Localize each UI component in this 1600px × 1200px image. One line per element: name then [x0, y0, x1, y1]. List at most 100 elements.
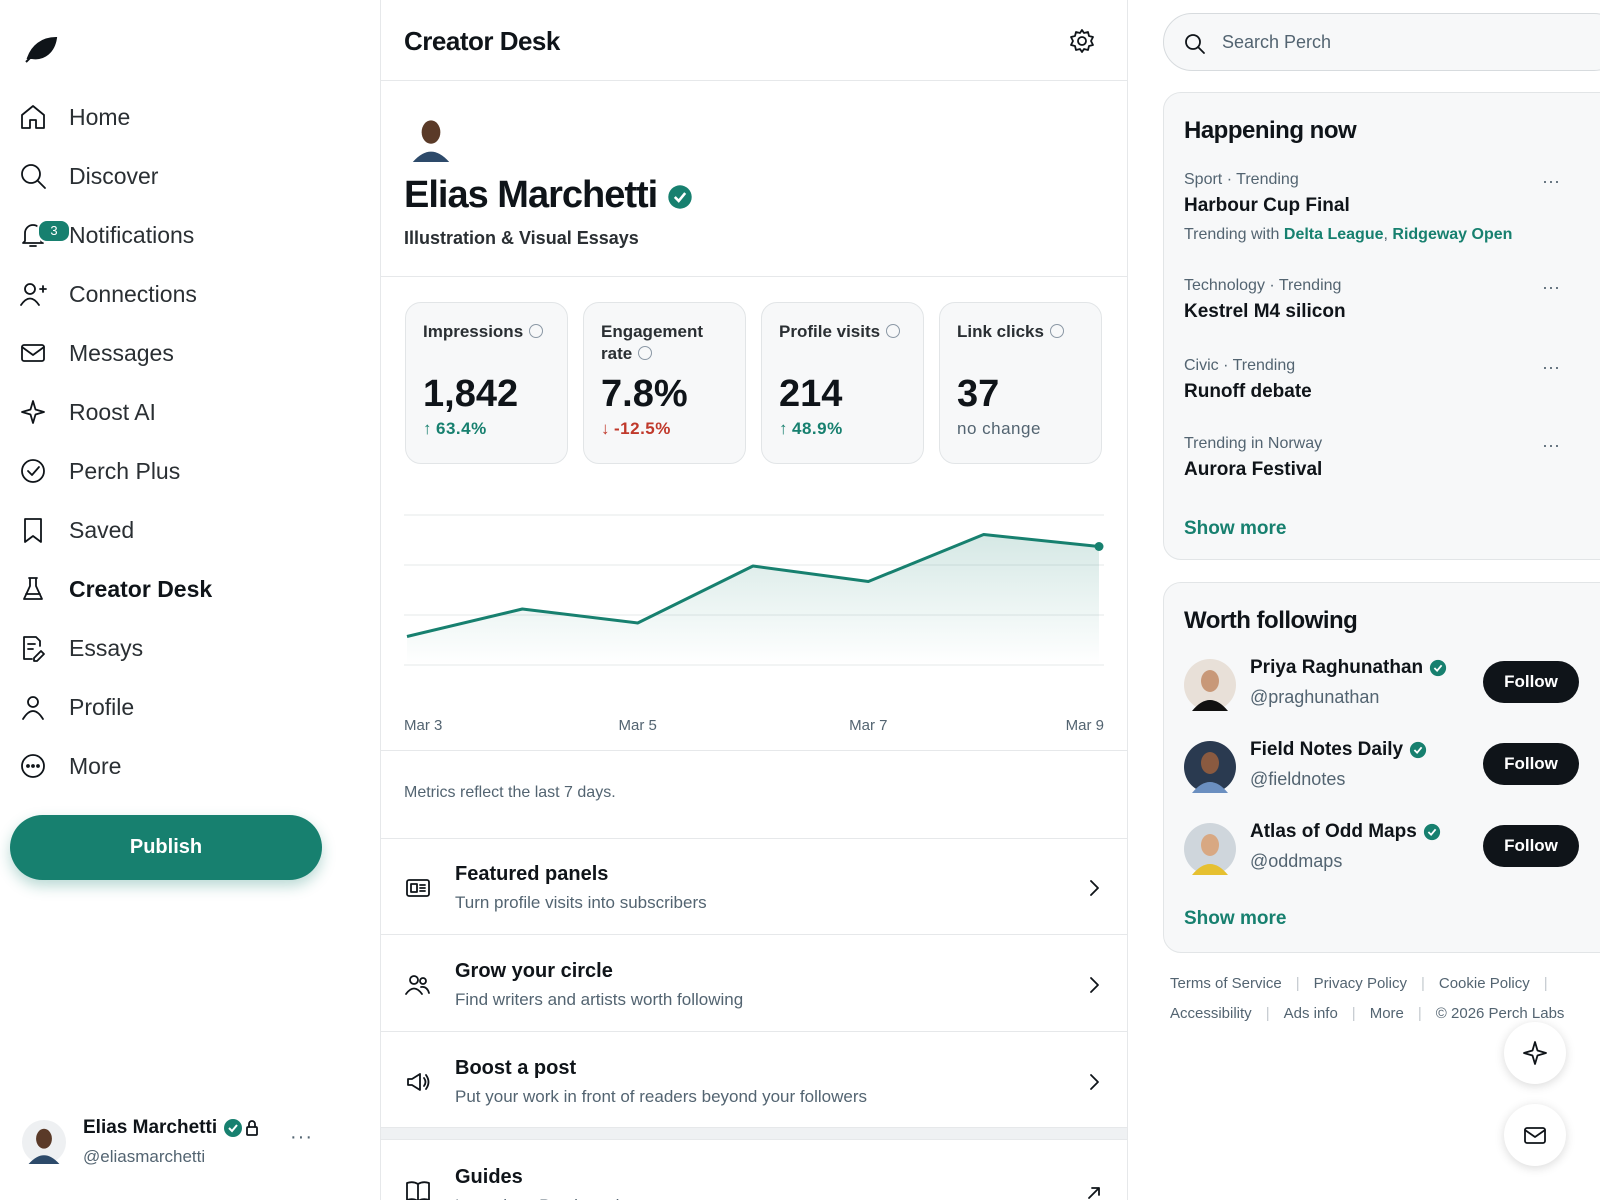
nav-icon[interactable]	[19, 398, 47, 426]
footer-link[interactable]: Terms of Service	[1170, 975, 1282, 992]
metrics-note: Metrics reflect the last 7 days.	[404, 784, 616, 801]
profile-name-text: Elias Marchetti	[404, 174, 658, 216]
follow-avatar[interactable]	[1184, 741, 1236, 793]
logo[interactable]	[24, 32, 60, 64]
metric-change: ↑ 63.4%	[423, 419, 487, 439]
account-handle: @eliasmarchetti	[83, 1147, 206, 1166]
messages-fab[interactable]	[1504, 1104, 1566, 1166]
trend-menu[interactable]: ···	[1542, 171, 1560, 191]
nav-item[interactable]: Saved	[69, 517, 135, 543]
footer-link[interactable]: Accessibility	[1170, 1005, 1252, 1022]
metric-label-text: Link clicks	[957, 322, 1044, 341]
info-icon	[529, 324, 544, 338]
nav-item[interactable]: Connections	[69, 281, 197, 307]
trends-title: Happening now	[1184, 117, 1357, 144]
nav-item[interactable]: Profile	[69, 694, 135, 720]
page-title: Creator Desk	[404, 26, 560, 56]
nav-icon[interactable]	[19, 162, 47, 190]
divider	[381, 934, 1127, 935]
nav-icon[interactable]	[19, 693, 47, 721]
action-title[interactable]: Grow your circle	[455, 960, 613, 982]
profile-avatar	[405, 110, 457, 162]
trend-menu[interactable]: ···	[1542, 277, 1560, 297]
trend-context: Technology · Trending	[1184, 277, 1342, 294]
nav-icon[interactable]	[19, 103, 47, 131]
follow-button[interactable]: Follow	[1483, 743, 1579, 785]
trend-title[interactable]: Aurora Festival	[1184, 459, 1323, 480]
metric-label: Link clicks	[957, 321, 1087, 343]
action-title[interactable]: Boost a post	[455, 1057, 577, 1079]
footer-link[interactable]: More	[1369, 1005, 1404, 1022]
account-avatar	[22, 1120, 66, 1164]
trend-menu[interactable]: ···	[1542, 435, 1560, 455]
chevron[interactable]	[1084, 1070, 1104, 1094]
trend-title[interactable]: Harbour Cup Final	[1184, 195, 1350, 216]
footer-link[interactable]: Privacy Policy	[1313, 975, 1407, 992]
nav-icon[interactable]	[19, 457, 47, 485]
show-more[interactable]: Show more	[1184, 908, 1287, 929]
action-subtitle: Turn profile visits into subscribers	[455, 893, 707, 912]
nav-icon[interactable]	[19, 339, 47, 367]
action-title[interactable]: Featured panels	[455, 863, 609, 885]
nav-item[interactable]: Roost AI	[69, 399, 156, 425]
chevron[interactable]	[1084, 973, 1104, 997]
change-arrow: ↑	[423, 419, 432, 438]
trend-link[interactable]: Delta League	[1283, 226, 1384, 243]
account-name[interactable]: Elias Marchetti	[83, 1117, 243, 1139]
ai-fab[interactable]	[1504, 1022, 1566, 1084]
follow-name[interactable]: Atlas of Odd Maps	[1250, 821, 1441, 843]
divider	[381, 276, 1127, 277]
metric-label-text: Impressions	[423, 322, 524, 341]
footer-link[interactable]: Ads info	[1283, 1005, 1338, 1022]
nav-icon[interactable]	[19, 575, 47, 603]
footer-link[interactable]: Cookie Policy	[1438, 975, 1530, 992]
action-subtitle: Find writers and artists worth following	[455, 990, 744, 1009]
nav-icon[interactable]	[19, 634, 47, 662]
nav-item[interactable]: Discover	[69, 163, 159, 189]
nav-item[interactable]: More	[69, 753, 122, 779]
nav-icon[interactable]	[19, 280, 47, 308]
trend-menu[interactable]: ···	[1542, 357, 1560, 377]
trend-title[interactable]: Kestrel M4 silicon	[1184, 301, 1346, 322]
follow-button[interactable]: Follow	[1483, 661, 1579, 703]
chevron[interactable]	[1084, 1179, 1104, 1200]
show-more[interactable]: Show more	[1184, 518, 1287, 539]
nav-item[interactable]: Messages	[69, 340, 174, 366]
follow-name[interactable]: Priya Raghunathan	[1250, 657, 1447, 679]
nav-item[interactable]: Perch Plus	[69, 458, 181, 484]
trend-link[interactable]: Ridgeway Open	[1392, 226, 1513, 243]
publish-button[interactable]: Publish	[10, 815, 322, 880]
verified-badge	[224, 1118, 243, 1137]
divider	[381, 750, 1127, 751]
trends-card: Happening now Sport · Trending Harbour Cup…	[1163, 92, 1600, 560]
nav-item[interactable]: Notifications	[69, 222, 195, 248]
nav-icon[interactable]	[19, 752, 47, 780]
follow-name[interactable]: Field Notes Daily	[1250, 739, 1427, 761]
action-title[interactable]: Guides	[455, 1166, 523, 1188]
nav-item[interactable]: Home	[69, 104, 131, 130]
follow-name-text: Priya Raghunathan	[1250, 657, 1424, 678]
follow-avatar[interactable]	[1184, 659, 1236, 711]
settings-button[interactable]	[1068, 27, 1096, 55]
action-icon	[407, 1073, 430, 1091]
follow-title: Worth following	[1184, 607, 1358, 634]
trend-title[interactable]: Runoff debate	[1184, 381, 1312, 402]
nav-item[interactable]: Essays	[69, 635, 144, 661]
metric-change-text: no change	[957, 419, 1041, 438]
follow-button[interactable]: Follow	[1483, 825, 1579, 867]
nav-item[interactable]: Creator Desk	[69, 576, 213, 602]
search-box[interactable]: Search Perch	[1163, 13, 1600, 71]
metric-change: no change	[957, 419, 1041, 439]
account-menu[interactable]: ···	[290, 1126, 313, 1148]
info-icon	[638, 346, 653, 360]
profile-name: Elias Marchetti	[404, 174, 693, 217]
change-arrow: ↑	[779, 419, 788, 438]
nav-icon[interactable]	[19, 516, 47, 544]
follow-handle: @fieldnotes	[1250, 769, 1346, 789]
follow-avatar[interactable]	[1184, 823, 1236, 875]
separator: |	[1265, 1005, 1270, 1022]
metric-change: ↑ 48.9%	[779, 419, 843, 439]
chevron[interactable]	[1084, 876, 1104, 900]
follow-name-text: Field Notes Daily	[1250, 739, 1404, 760]
